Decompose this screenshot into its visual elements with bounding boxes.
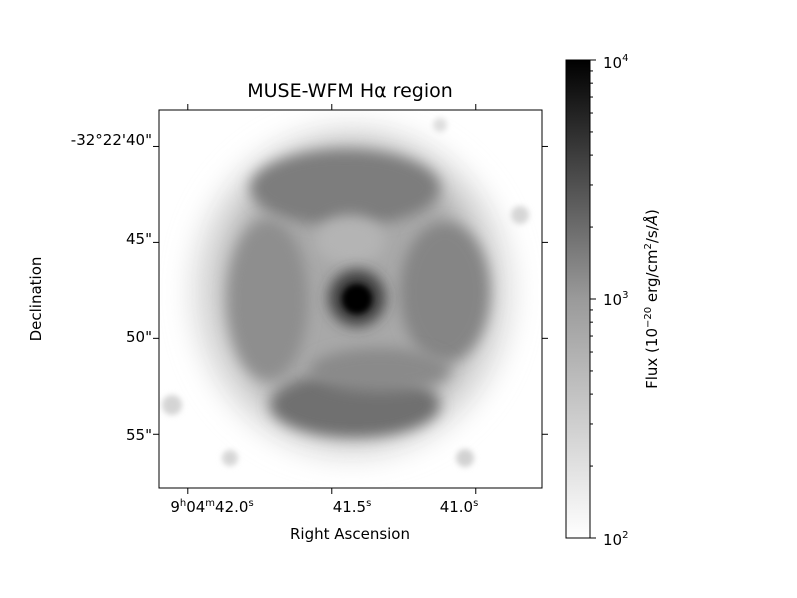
shell-lower-band (310, 348, 450, 392)
x-tick-label-41-5: 41.5s (333, 498, 372, 516)
faint-blob (162, 395, 182, 415)
colorbar-tick-label-1e4: 104 (603, 53, 628, 72)
x-tick-labels: 9h04m42.0s 41.5s 41.0s (170, 498, 478, 516)
inner-cavity (315, 215, 385, 265)
colorbar-gradient (565, 59, 591, 539)
faint-blob (456, 449, 474, 467)
x-axis-label: Right Ascension (290, 525, 410, 543)
colorbar: 104 103 102 Flux (10−20 erg/cm2/s/Å) (565, 53, 661, 549)
colorbar-tick-label-1e3: 103 (603, 290, 628, 309)
plot-frame (158, 109, 543, 489)
faint-blob (433, 118, 447, 132)
faint-blob (222, 450, 238, 466)
faint-blob (511, 206, 529, 224)
tick-marks (153, 104, 548, 494)
y-tick-labels: -32°22'40" 45" 50" 55" (71, 131, 152, 444)
shell-right (400, 222, 490, 362)
x-tick-label-41-0: 41.0s (440, 498, 479, 516)
y-tick-label-45: 45" (126, 230, 152, 248)
y-tick-label-50: 50" (126, 328, 152, 346)
y-tick-label-40: -32°22'40" (71, 131, 152, 149)
y-tick-label-55: 55" (126, 426, 152, 444)
colorbar-tick-label-1e2: 102 (603, 530, 628, 549)
colorbar-ticks (590, 59, 596, 539)
x-tick-label-42-0: 9h04m42.0s (170, 498, 253, 516)
central-source (342, 284, 372, 314)
shell-top (250, 150, 440, 226)
shell-left (228, 220, 308, 380)
heatmap-image (159, 110, 542, 488)
chart-title: MUSE-WFM Hα region (247, 80, 453, 102)
y-axis-label: Declination (27, 257, 45, 342)
colorbar-label: Flux (10−20 erg/cm2/s/Å) (642, 209, 661, 389)
